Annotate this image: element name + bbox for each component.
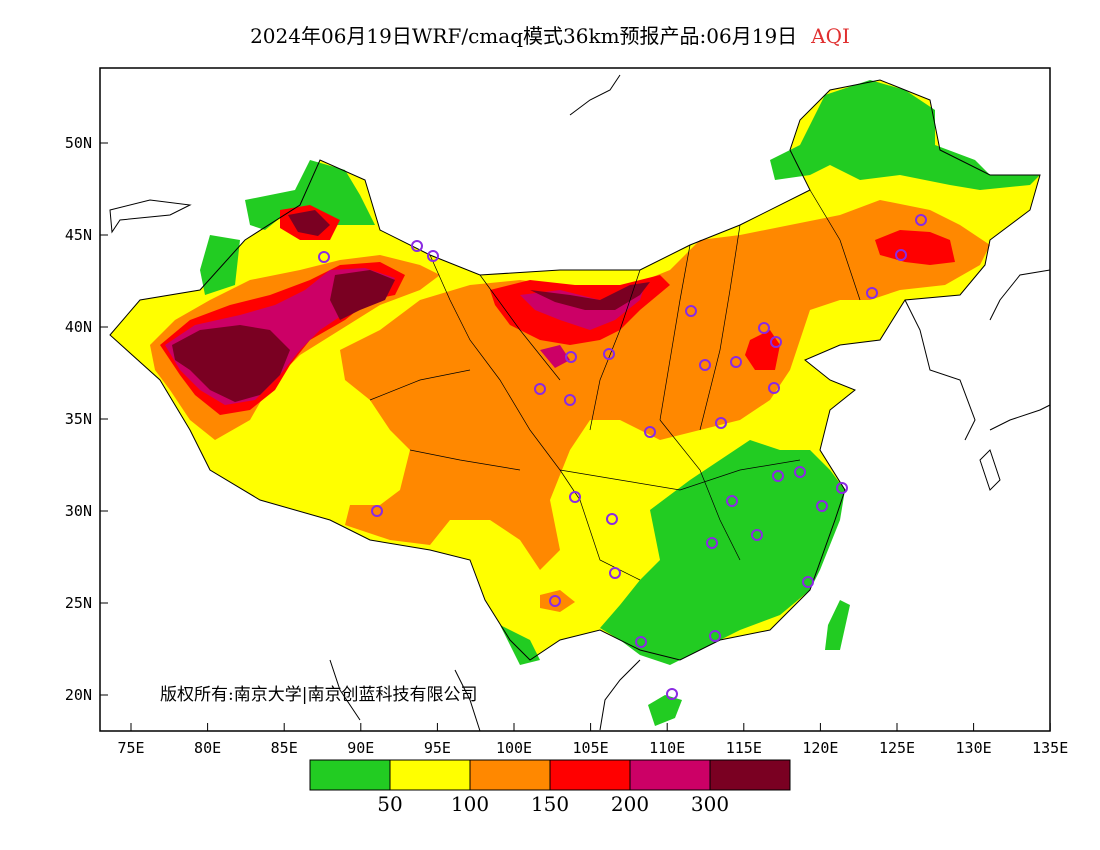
- lat-label: 20N: [65, 686, 92, 704]
- region-good-west: [200, 235, 240, 295]
- lon-label: 85E: [271, 739, 298, 757]
- copyright-text: 版权所有:南京大学|南京创蓝科技有限公司: [160, 685, 478, 705]
- lon-label: 120E: [802, 739, 838, 757]
- korea-japan-coast: [904, 269, 1051, 491]
- region-unhealthy-northeast: [875, 230, 955, 265]
- station-marker: [709, 630, 721, 642]
- station-marker: [564, 394, 576, 406]
- region-hazardous-north: [530, 282, 650, 310]
- station-marker: [569, 491, 581, 503]
- station-marker: [751, 529, 763, 541]
- russia-coast: [109, 74, 621, 234]
- legend-swatch: [469, 759, 551, 791]
- legend-tick-label: 100: [450, 792, 490, 816]
- se-asia-coast: [329, 659, 641, 732]
- legend-swatch: [549, 759, 631, 791]
- region-hazardous-east-tarim: [330, 270, 395, 320]
- lat-label: 30N: [65, 502, 92, 520]
- lon-label: 80E: [194, 739, 221, 757]
- station-marker: [768, 382, 780, 394]
- legend-tick-label: 150: [530, 792, 570, 816]
- station-marker: [606, 513, 618, 525]
- station-marker: [666, 688, 678, 700]
- station-marker: [816, 500, 828, 512]
- station-marker: [565, 351, 577, 363]
- province-lines: [369, 189, 861, 581]
- station-marker: [699, 359, 711, 371]
- legend-swatch: [709, 759, 791, 791]
- station-marker: [730, 356, 742, 368]
- station-markers: [318, 214, 927, 700]
- lon-label: 135E: [1032, 739, 1068, 757]
- longitude-axis: 75E 80E 85E 90E 95E 100E 105E 110E 115E 120E 125E 1…: [117, 723, 1068, 757]
- lat-label: 50N: [65, 134, 92, 152]
- station-marker: [609, 567, 621, 579]
- station-marker: [427, 250, 439, 262]
- legend-colorbar: [309, 759, 791, 791]
- title-main: 2024年06月19日WRF/cmaq模式36km预报产品:06月19日: [250, 24, 798, 48]
- station-marker: [685, 305, 697, 317]
- legend-swatch: [309, 759, 391, 791]
- station-marker: [644, 426, 656, 438]
- boundaries: [109, 74, 1051, 732]
- station-marker: [715, 417, 727, 429]
- region-good-hainan: [648, 695, 682, 726]
- latitude-axis: 50N 45N 40N 35N 30N 25N 20N: [65, 134, 108, 704]
- station-marker: [772, 470, 784, 482]
- station-marker: [706, 537, 718, 549]
- legend-tick-label: 200: [610, 792, 650, 816]
- lon-label: 125E: [879, 739, 915, 757]
- title-variable: AQI: [811, 24, 850, 48]
- lon-label: 75E: [117, 739, 144, 757]
- lon-label: 95E: [424, 739, 451, 757]
- lon-label: 110E: [649, 739, 685, 757]
- station-marker: [758, 322, 770, 334]
- region-hazardous-nw: [288, 210, 330, 236]
- station-marker: [603, 348, 615, 360]
- station-marker: [836, 482, 848, 494]
- legend-tick-label: 300: [690, 792, 730, 816]
- legend-tick-labels: 50 100 150 200 300: [0, 792, 1100, 822]
- station-marker: [802, 576, 814, 588]
- station-marker: [534, 383, 546, 395]
- station-marker: [371, 505, 383, 517]
- region-usg-sw-patch: [540, 590, 575, 612]
- region-good-south: [600, 440, 845, 665]
- lon-label: 115E: [726, 739, 762, 757]
- lon-label: 100E: [496, 739, 532, 757]
- region-good-northeast: [770, 80, 1040, 190]
- lat-label: 35N: [65, 410, 92, 428]
- lat-label: 25N: [65, 594, 92, 612]
- station-marker: [915, 214, 927, 226]
- lat-label: 45N: [65, 226, 92, 244]
- aqi-field: [110, 80, 1040, 726]
- lon-label: 105E: [573, 739, 609, 757]
- legend-swatch: [389, 759, 471, 791]
- region-very-unhealthy-spot: [540, 345, 570, 368]
- region-good-northwest: [245, 160, 375, 230]
- map-frame: [99, 67, 1051, 732]
- station-marker: [794, 466, 806, 478]
- china-border: [109, 79, 1041, 661]
- region-hazardous-tarim: [172, 325, 290, 402]
- legend-swatch: [629, 759, 711, 791]
- station-marker: [549, 595, 561, 607]
- region-good-yunnan-edge: [500, 625, 540, 665]
- region-good-taiwan: [825, 600, 850, 650]
- station-marker: [635, 636, 647, 648]
- station-marker: [770, 336, 782, 348]
- lon-label: 90E: [347, 739, 374, 757]
- lon-label: 130E: [956, 739, 992, 757]
- station-marker: [866, 287, 878, 299]
- lat-label: 40N: [65, 318, 92, 336]
- map-title: 2024年06月19日WRF/cmaq模式36km预报产品:06月19日 AQI: [0, 20, 1100, 49]
- legend-tick-label: 50: [377, 792, 403, 816]
- station-marker: [726, 495, 738, 507]
- station-marker: [318, 251, 330, 263]
- station-marker: [895, 249, 907, 261]
- station-marker: [411, 240, 423, 252]
